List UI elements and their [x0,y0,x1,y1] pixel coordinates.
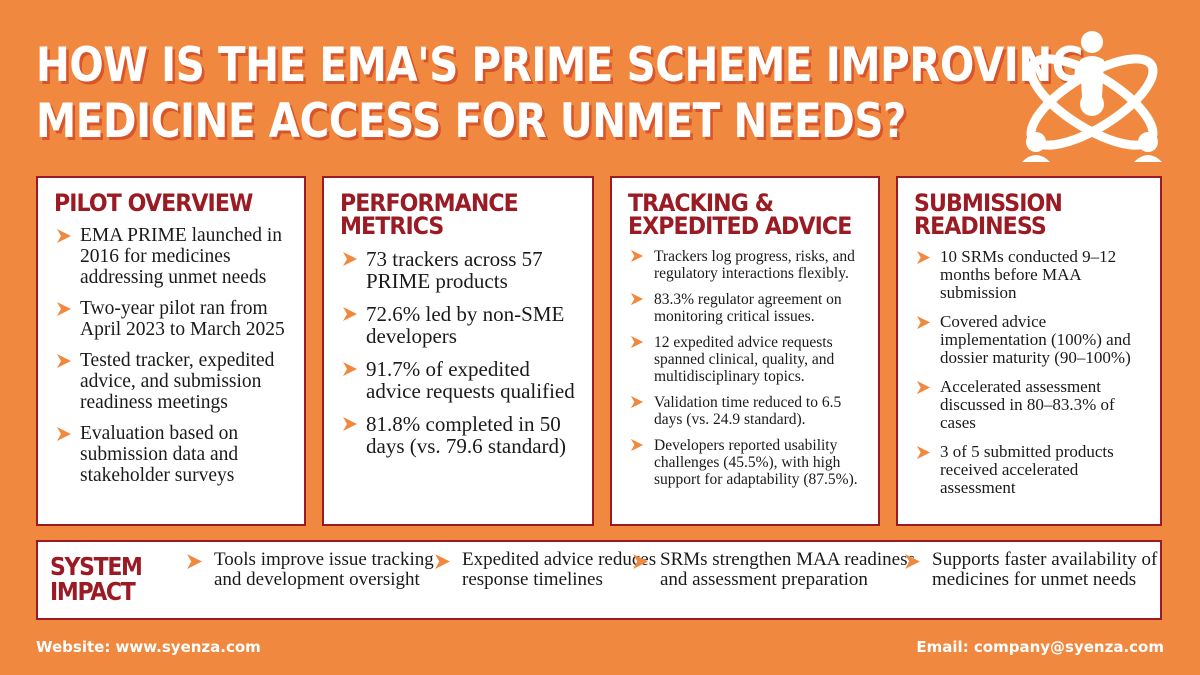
impact-item: Tools improve issue tracking and develop… [186,550,454,590]
system-impact-panel: SYSTEM IMPACT Tools improve issue tracki… [36,540,1162,620]
list-item: 72.6% led by non-SME developers [340,303,578,347]
chevron-right-icon [57,427,71,441]
list-item: Accelerated assessment discussed in 80–8… [914,378,1146,432]
chevron-right-icon [630,292,644,306]
chevron-right-icon [916,250,931,265]
list-item-text: 81.8% completed in 50 days (vs. 79.6 sta… [366,412,567,458]
card-heading: PERFORMANCE METRICS [340,189,519,240]
chevron-right-icon [916,315,931,330]
card-heading: SUBMISSION READINESS [914,189,1063,240]
card-performance-metrics: PERFORMANCE METRICS 73 trackers across 5… [322,176,594,526]
impact-item: Expedited advice reduces response timeli… [434,550,662,590]
chevron-right-icon [57,229,71,243]
chevron-right-icon [630,438,644,452]
title-line-1: HOW IS THE EMA'S PRIME SCHEME IMPROVING [36,38,1085,93]
list-item: Trackers log progress, risks, and regula… [628,248,864,282]
impact-heading-text: SYSTEM IMPACT [50,552,143,606]
list-item-text: Validation time reduced to 6.5 days (vs.… [654,394,842,428]
impact-item: SRMs strengthen MAA readiness and assess… [632,550,920,590]
footer-email[interactable]: Email: company@syenza.com [916,638,1164,656]
chevron-right-icon [630,335,644,349]
impact-item: Supports faster availability of medicine… [904,550,1182,590]
list-item-text: 83.3% regulator agreement on monitoring … [654,291,842,325]
list-item: 10 SRMs conducted 9–12 months before MAA… [914,248,1146,302]
list-item-text: Two-year pilot ran from April 2023 to Ma… [80,298,285,340]
impact-item-text: Expedited advice reduces response timeli… [462,549,657,590]
chevron-right-icon [435,554,450,569]
impact-heading: SYSTEM IMPACT [50,554,147,604]
list-item: Covered advice implementation (100%) and… [914,313,1146,367]
card-submission-readiness: SUBMISSION READINESS 10 SRMs conducted 9… [896,176,1162,526]
chevron-right-icon [630,395,644,409]
list-item-text: Accelerated assessment discussed in 80–8… [940,377,1115,432]
impact-item-text: SRMs strengthen MAA readiness and assess… [660,549,915,590]
impact-item-text: Tools improve issue tracking and develop… [214,549,434,590]
list-item-text: Evaluation based on submission data and … [80,423,239,486]
list-item: Developers reported usability challenges… [628,437,864,488]
card-heading: TRACKING & EXPEDITED ADVICE [628,189,852,240]
list-item: Two-year pilot ran from April 2023 to Ma… [54,298,290,340]
list-item-text: 91.7% of expedited advice requests quali… [366,357,575,403]
list-item-text: 72.6% led by non-SME developers [366,302,565,348]
list-item-text: EMA PRIME launched in 2016 for medicines… [80,225,283,288]
chevron-right-icon [343,417,357,431]
chevron-right-icon [57,354,71,368]
list-item: Evaluation based on submission data and … [54,423,290,486]
list-item-text: Tested tracker, expedited advice, and su… [80,350,275,413]
list-item: 12 expedited advice requests spanned cli… [628,334,864,385]
chevron-right-icon [187,554,202,569]
list-item-text: 73 trackers across 57 PRIME products [366,247,543,293]
card-pilot-overview: PILOT OVERVIEW EMA PRIME launched in 201… [36,176,306,526]
chevron-right-icon [633,554,648,569]
chevron-right-icon [630,249,644,263]
list-item: 91.7% of expedited advice requests quali… [340,358,578,402]
list-item-text: Developers reported usability challenges… [654,437,858,488]
list-item-text: 12 expedited advice requests spanned cli… [654,334,835,385]
chevron-right-icon [916,445,931,460]
chevron-right-icon [343,307,357,321]
page-title: HOW IS THE EMA'S PRIME SCHEME IMPROVING … [36,38,1085,150]
list-item: EMA PRIME launched in 2016 for medicines… [54,225,290,288]
list-item: Validation time reduced to 6.5 days (vs.… [628,394,864,428]
card-heading: PILOT OVERVIEW [54,189,253,217]
chevron-right-icon [343,362,357,376]
chevron-right-icon [57,302,71,316]
chevron-right-icon [916,380,931,395]
list-item-text: Trackers log progress, risks, and regula… [654,248,855,282]
list-item-text: Covered advice implementation (100%) and… [940,312,1131,367]
card-tracking-expedited-advice: TRACKING & EXPEDITED ADVICE Trackers log… [610,176,880,526]
atom-people-icon [1022,31,1162,162]
list-item: 3 of 5 submitted products received accel… [914,443,1146,497]
list-item: 81.8% completed in 50 days (vs. 79.6 sta… [340,413,578,457]
list-item: 83.3% regulator agreement on monitoring … [628,291,864,325]
chevron-right-icon [343,252,357,266]
list-item: 73 trackers across 57 PRIME products [340,248,578,292]
list-item: Tested tracker, expedited advice, and su… [54,350,290,413]
footer-website[interactable]: Website: www.syenza.com [36,638,261,656]
chevron-right-icon [905,554,920,569]
impact-item-text: Supports faster availability of medicine… [932,549,1158,590]
list-item-text: 3 of 5 submitted products received accel… [940,442,1114,497]
title-line-2: MEDICINE ACCESS FOR UNMET NEEDS? [36,94,907,149]
list-item-text: 10 SRMs conducted 9–12 months before MAA… [940,247,1117,302]
